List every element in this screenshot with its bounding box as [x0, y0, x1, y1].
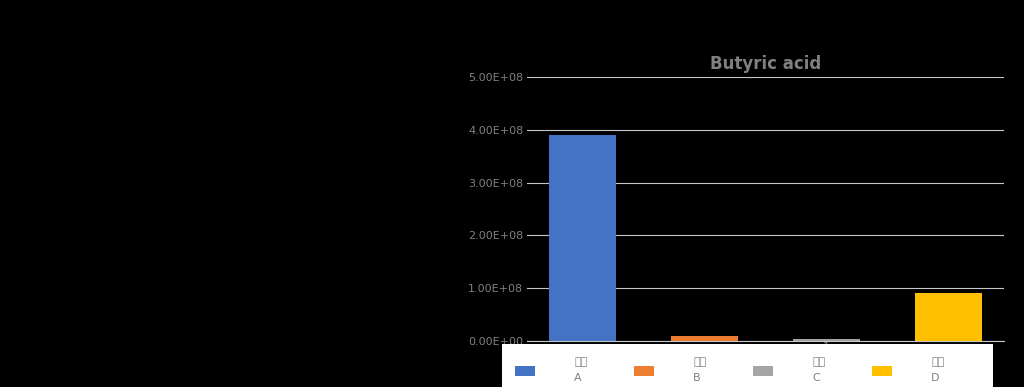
Bar	[914, 293, 982, 341]
Bar	[549, 135, 616, 341]
Text: 시료: 시료	[931, 357, 944, 367]
Text: C: C	[812, 373, 820, 384]
Text: 1: 1	[823, 341, 829, 351]
Text: 시료: 시료	[812, 357, 825, 367]
Text: B: B	[693, 373, 700, 384]
Text: 시료: 시료	[574, 357, 588, 367]
Bar	[793, 339, 860, 341]
Title: Butyric acid: Butyric acid	[710, 55, 821, 73]
Text: A: A	[574, 373, 582, 384]
Text: D: D	[931, 373, 940, 384]
Text: 시료: 시료	[693, 357, 707, 367]
Bar	[671, 336, 738, 341]
